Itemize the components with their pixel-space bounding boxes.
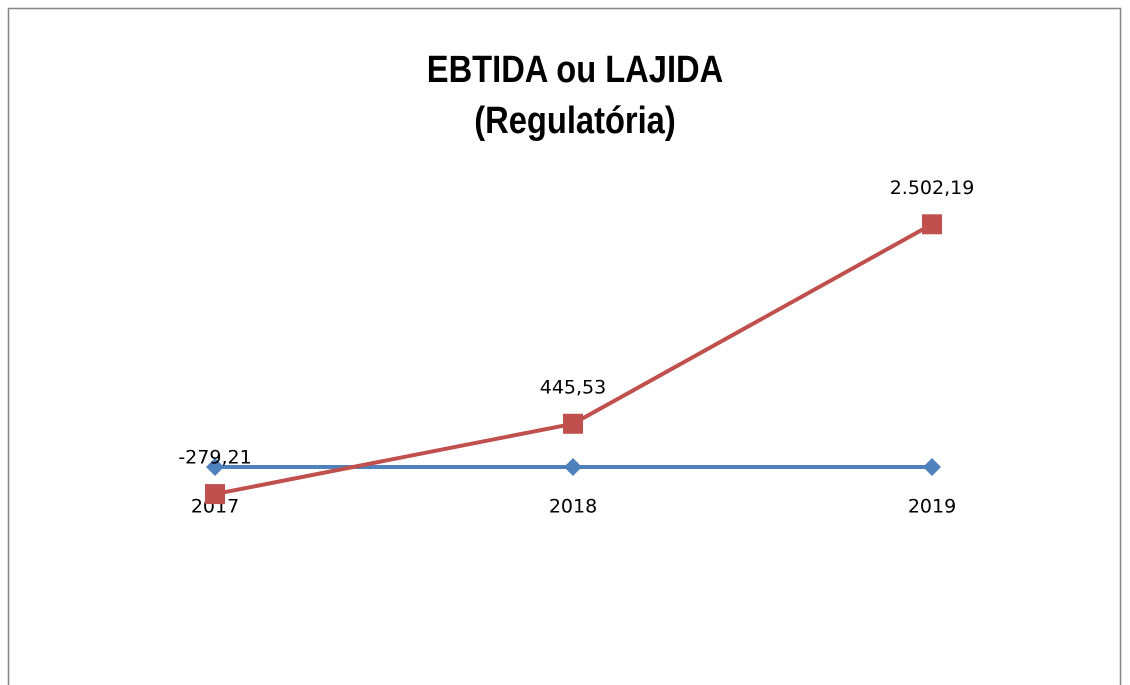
x-tick-label: 2019 xyxy=(908,496,956,518)
marker xyxy=(563,413,583,434)
chart-title: (Regulatória) xyxy=(474,99,675,142)
data-label: 445,53 xyxy=(540,376,606,398)
chart-title: EBTIDA ou LAJIDA xyxy=(427,48,723,91)
marker xyxy=(923,458,941,476)
marker xyxy=(206,458,224,476)
data-label: -279,21 xyxy=(178,447,251,469)
data-label: 2.502,19 xyxy=(890,177,975,199)
x-tick-label: 2018 xyxy=(549,496,597,518)
x-tick-label: 2017 xyxy=(191,496,239,518)
chart-frame xyxy=(7,7,1122,685)
marker xyxy=(564,458,582,476)
marker xyxy=(922,214,942,235)
marker xyxy=(205,484,225,505)
